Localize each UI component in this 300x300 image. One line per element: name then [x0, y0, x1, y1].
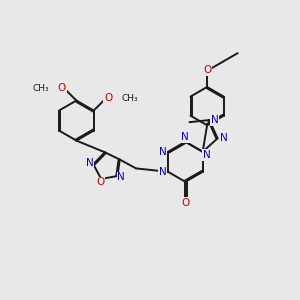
Text: N: N — [85, 158, 93, 168]
Text: O: O — [96, 177, 105, 188]
Text: O: O — [58, 83, 66, 93]
Text: N: N — [159, 147, 167, 157]
Text: O: O — [104, 93, 112, 103]
Text: N: N — [203, 150, 211, 160]
Text: N: N — [159, 167, 167, 177]
Text: N: N — [182, 132, 189, 142]
Text: O: O — [203, 65, 211, 75]
Text: CH₃: CH₃ — [122, 94, 138, 103]
Text: CH₃: CH₃ — [32, 84, 49, 93]
Text: N: N — [211, 115, 219, 125]
Text: O: O — [181, 198, 190, 208]
Text: N: N — [220, 134, 227, 143]
Text: N: N — [117, 172, 125, 182]
